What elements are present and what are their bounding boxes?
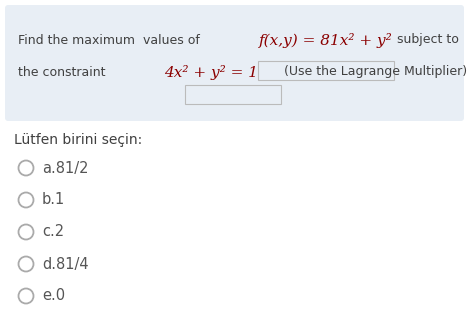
- FancyBboxPatch shape: [185, 85, 281, 104]
- Text: Find the maximum  values of: Find the maximum values of: [18, 33, 204, 47]
- Text: b.1: b.1: [42, 193, 65, 208]
- FancyBboxPatch shape: [5, 5, 464, 121]
- Text: d.81/4: d.81/4: [42, 256, 89, 272]
- Text: c.2: c.2: [42, 224, 64, 239]
- Text: Lütfen birini seçin:: Lütfen birini seçin:: [14, 133, 142, 147]
- Text: a.81/2: a.81/2: [42, 160, 89, 175]
- FancyBboxPatch shape: [258, 61, 393, 80]
- Text: the constraint: the constraint: [18, 66, 109, 78]
- Text: subject to: subject to: [393, 33, 459, 47]
- Text: e.0: e.0: [42, 289, 65, 303]
- Text: f(x,y) = 81x² + y²: f(x,y) = 81x² + y²: [258, 32, 392, 48]
- Text: (Use the Lagrange Multiplier): (Use the Lagrange Multiplier): [280, 66, 467, 78]
- Text: 4x² + y² = 1: 4x² + y² = 1: [164, 65, 258, 79]
